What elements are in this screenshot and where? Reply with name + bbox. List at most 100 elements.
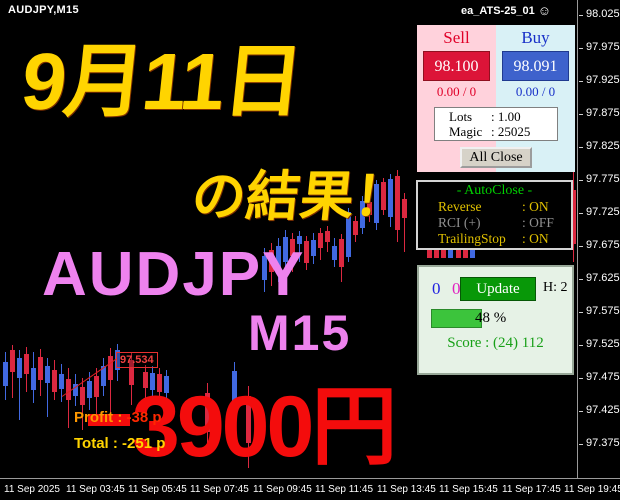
candle-body [66,379,71,400]
profit-value: -38 p [122,409,162,426]
autoclose-row-name: RCI (+) [438,215,481,230]
sell-section: Sell 98.100 0.00 / 0 [417,25,496,172]
candle-body [311,240,316,256]
candle-body [232,371,237,416]
autoclose-row-value: : OFF [522,215,554,230]
price-axis: 98.025 97.975 97.925 97.875 97.825 97.775 97.7… [579,0,620,478]
candle-body [52,370,57,392]
price-axis-tick [579,114,583,115]
candle-body [388,179,393,217]
price-axis-label: 97.625 [586,272,620,284]
time-axis-label: 11 Sep 03:45 [66,484,125,495]
candle-body [381,182,386,210]
time-axis-label: 11 Sep 15:45 [439,484,498,495]
candle-body [94,376,99,397]
lots-label: Lots [449,109,473,124]
price-axis-label: 97.425 [586,404,620,416]
time-axis-label: 11 Sep 09:45 [253,484,312,495]
count-magenta: 0 [452,279,461,298]
price-axis-label: 97.925 [586,74,620,86]
candle-wick [404,193,405,252]
price-axis-tick [579,345,583,346]
time-axis-label: 11 Sep 13:45 [377,484,436,495]
candle-body [129,360,134,385]
price-axis-label: 97.975 [586,41,620,53]
profit-label: Profit : [74,409,123,426]
overlay-amount-text: 3900円 [132,379,397,475]
update-button[interactable]: Update [460,277,536,301]
candle-body [115,350,120,370]
autoclose-row-value: : ON [522,231,549,246]
ea-name-label: ea_ATS-25_01 ☺ [461,3,552,18]
candle-body [339,239,344,267]
price-axis-label: 97.875 [586,107,620,119]
price-axis-tick [579,378,583,379]
candle-body [101,366,106,386]
overlay-date-title: 9月11日 [17,37,306,126]
sell-price-button[interactable]: 98.100 [423,51,490,81]
price-axis-label: 97.775 [586,173,620,185]
sell-title: Sell [443,28,470,47]
time-axis-label: 11 Sep 19:45 [564,484,620,495]
price-axis-tick [579,48,583,49]
autoclose-title: - AutoClose - [456,183,533,198]
candle-fragment [441,249,446,258]
candle-body [73,384,78,396]
candle-fragment [456,249,461,258]
time-axis-label: 11 Sep 07:45 [190,484,249,495]
price-axis-label: 97.675 [586,239,620,251]
overlay-timeframe-text: M15 [248,305,352,361]
candle-fragment [434,249,439,258]
buy-price-button[interactable]: 98.091 [502,51,569,81]
overlay-pair-text: AUDJPY [42,240,306,309]
candle-wick [110,348,111,418]
candle-body [290,239,295,256]
all-close-button[interactable]: All Close [460,147,532,168]
autoclose-row-name: TrailingStop [438,231,506,246]
candle-wick [19,350,20,420]
time-axis-label: 11 Sep 17:45 [502,484,561,495]
candle-body [3,362,8,386]
candle-body [164,376,169,393]
candle-body [143,372,148,388]
price-marker-label: 97.534 [116,352,158,368]
autoclose-row: Reverse: ON [418,199,571,215]
price-axis-tick [579,147,583,148]
candle-fragment [470,249,475,258]
candle-body [87,381,92,398]
candle-body [38,357,43,380]
price-axis-tick [579,180,583,181]
price-axis-label: 97.825 [586,140,620,152]
autoclose-row: TrailingStop : ON [418,231,571,247]
trade-panel: Sell 98.100 0.00 / 0 Buy 98.091 0.00 / 0… [417,25,575,172]
price-axis-tick [579,213,583,214]
price-axis-label: 97.375 [586,437,620,449]
overlay-result-title: の結果！ [188,167,412,227]
score-label: Score : (24) 112 [447,335,544,351]
candle-body [353,221,358,235]
autoclose-panel: - AutoClose - Reverse: ON RCI (+): OFF Tra… [416,180,573,250]
update-panel: 0 0 Update H: 2 48 % Score : (24) 112 [417,265,574,375]
progress-bar: 48 % [431,309,537,328]
candle-body [108,356,113,380]
candle-body [297,236,302,244]
candle-wick [299,231,300,262]
progress-fill [431,309,482,328]
candle-body [24,354,29,374]
price-axis-label: 97.475 [586,371,620,383]
ea-status-smiley-icon[interactable]: ☺ [537,3,552,18]
lots-value: : 1.00 [491,109,521,124]
time-axis: 11 Sep 2025 11 Sep 03:45 11 Sep 05:45 11 Se… [0,478,620,500]
price-axis-tick [579,15,583,16]
candle-body [31,368,36,390]
h-count-label: H: 2 [543,280,568,295]
buy-title: Buy [521,28,550,47]
autoclose-row: RCI (+) : OFF [418,215,571,231]
candle-body [346,212,351,257]
candle-body [17,358,22,378]
candle-wick [47,358,48,417]
price-axis-tick [579,444,583,445]
candle-body [283,237,288,262]
time-axis-label: 11 Sep 2025 [4,484,60,495]
